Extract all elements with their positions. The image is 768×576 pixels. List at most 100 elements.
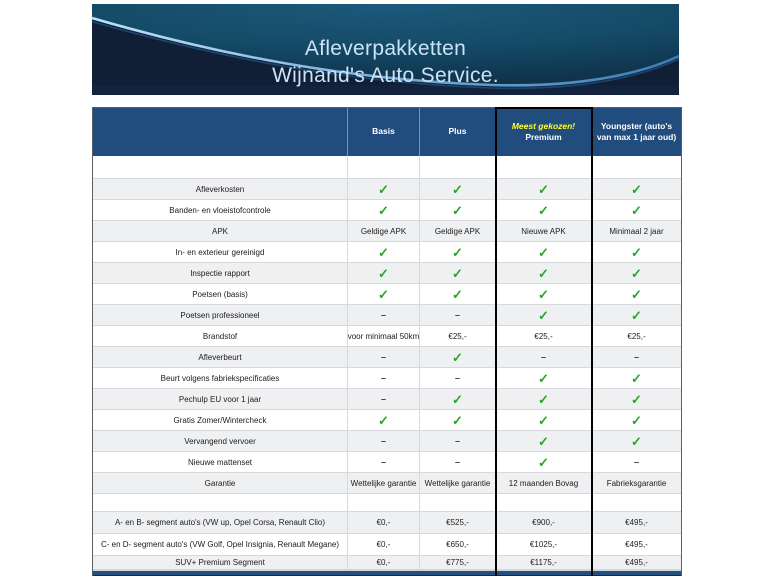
value-cell: ✓ <box>420 179 496 200</box>
feature-name-cell <box>93 494 348 512</box>
dash-icon: – <box>380 372 386 383</box>
value-cell: ✓ <box>496 431 592 452</box>
value-cell: ✓ <box>496 263 592 284</box>
feature-row: Garantie Wettelijke garantie Wettelijke ga… <box>93 473 681 494</box>
check-icon: ✓ <box>631 265 642 281</box>
feature-name-cell: Banden- en vloeistofcontrole <box>93 200 348 221</box>
premium-highlight-border-top <box>495 107 593 109</box>
value-cell: ✓ <box>592 263 681 284</box>
check-icon: ✓ <box>538 433 549 449</box>
value-cell: ✓ <box>496 368 592 389</box>
dash-icon: – <box>633 351 639 362</box>
feature-name-cell: In- en exterieur gereinigd <box>93 242 348 263</box>
column-header-feature <box>93 108 348 156</box>
value-cell: Geldige APK <box>348 221 420 242</box>
feature-name-cell: Gratis Zomer/Wintercheck <box>93 410 348 431</box>
value-cell: ✓ <box>592 284 681 305</box>
check-icon: ✓ <box>378 412 389 428</box>
value-cell <box>592 494 681 512</box>
value-cell: ✓ <box>496 200 592 221</box>
feature-row: Afleverkosten ✓ ✓ ✓ ✓ <box>93 179 681 200</box>
value-cell: 12 maanden Bovag <box>496 473 592 494</box>
check-icon: ✓ <box>631 412 642 428</box>
feature-name-cell <box>93 156 348 179</box>
value-cell: ✓ <box>592 305 681 326</box>
feature-row: Gratis Zomer/Wintercheck ✓ ✓ ✓ ✓ <box>93 410 681 431</box>
value-cell <box>348 494 420 512</box>
value-cell: ✓ <box>496 410 592 431</box>
check-icon: ✓ <box>452 202 463 218</box>
check-icon: ✓ <box>538 454 549 470</box>
value-cell: – <box>348 368 420 389</box>
value-cell: ✓ <box>496 242 592 263</box>
value-cell: Fabrieksgarantie <box>592 473 681 494</box>
check-icon: ✓ <box>452 349 463 365</box>
feature-name-cell: C- en D- segment auto's (VW Golf, Opel I… <box>93 534 348 556</box>
dash-icon: – <box>380 435 386 446</box>
check-icon: ✓ <box>452 412 463 428</box>
check-icon: ✓ <box>631 391 642 407</box>
value-cell: ✓ <box>348 263 420 284</box>
value-cell: €1025,- <box>496 534 592 556</box>
value-cell: – <box>592 347 681 368</box>
check-icon: ✓ <box>378 244 389 260</box>
value-cell: €900,- <box>496 512 592 534</box>
value-cell: ✓ <box>592 200 681 221</box>
check-icon: ✓ <box>538 244 549 260</box>
feature-name-cell: Nieuwe mattenset <box>93 452 348 473</box>
banner: Afleverpakketten Wijnand's Auto Service. <box>92 4 679 95</box>
value-cell: ✓ <box>592 368 681 389</box>
check-icon: ✓ <box>538 265 549 281</box>
value-cell: ✓ <box>420 263 496 284</box>
check-icon: ✓ <box>452 181 463 197</box>
feature-name-cell: Garantie <box>93 473 348 494</box>
value-cell: ✓ <box>496 305 592 326</box>
value-cell: ✓ <box>592 242 681 263</box>
value-cell: ✓ <box>420 242 496 263</box>
value-cell: ✓ <box>496 389 592 410</box>
check-icon: ✓ <box>538 286 549 302</box>
dash-icon: – <box>454 456 460 467</box>
check-icon: ✓ <box>631 181 642 197</box>
check-icon: ✓ <box>631 307 642 323</box>
value-cell: €495,- <box>592 534 681 556</box>
check-icon: ✓ <box>631 433 642 449</box>
value-cell <box>420 156 496 179</box>
value-cell <box>592 156 681 179</box>
value-cell <box>496 156 592 179</box>
value-cell: Minimaal 2 jaar <box>592 221 681 242</box>
feature-row: Banden- en vloeistofcontrole ✓ ✓ ✓ ✓ <box>93 200 681 221</box>
feature-name-cell: Vervangend vervoer <box>93 431 348 452</box>
feature-name-cell: Afleverbeurt <box>93 347 348 368</box>
banner-art <box>92 4 679 95</box>
table-body: Afleverkosten ✓ ✓ ✓ ✓ Banden- en vloeistofcon… <box>93 156 681 570</box>
check-icon: ✓ <box>452 244 463 260</box>
feature-name-cell: A- en B- segment auto's (VW up, Opel Cor… <box>93 512 348 534</box>
feature-row: Nieuwe mattenset – – ✓ – <box>93 452 681 473</box>
premium-highlight-border-right <box>591 107 593 576</box>
value-cell: ✓ <box>496 179 592 200</box>
feature-name-cell: Inspectie rapport <box>93 263 348 284</box>
value-cell: Wettelijke garantie <box>348 473 420 494</box>
value-cell: – <box>348 347 420 368</box>
feature-row: Poetsen (basis) ✓ ✓ ✓ ✓ <box>93 284 681 305</box>
check-icon: ✓ <box>631 202 642 218</box>
value-cell: – <box>496 347 592 368</box>
value-cell: – <box>348 389 420 410</box>
check-icon: ✓ <box>538 391 549 407</box>
dash-icon: – <box>380 456 386 467</box>
feature-name-cell: Poetsen (basis) <box>93 284 348 305</box>
value-cell <box>420 494 496 512</box>
value-cell: – <box>348 452 420 473</box>
value-cell: Nieuwe APK <box>496 221 592 242</box>
dash-icon: – <box>380 393 386 404</box>
value-cell: €0,- <box>348 534 420 556</box>
feature-row: In- en exterieur gereinigd ✓ ✓ ✓ ✓ <box>93 242 681 263</box>
feature-row: SUV+ Premium Segment €0,- €775,- €1175,- €49… <box>93 556 681 570</box>
dash-icon: – <box>454 435 460 446</box>
feature-row: Beurt volgens fabriekspecificaties – – ✓ ✓ <box>93 368 681 389</box>
feature-row: Inspectie rapport ✓ ✓ ✓ ✓ <box>93 263 681 284</box>
column-header-plus: Plus <box>420 108 496 156</box>
value-cell: voor minimaal 50km <box>348 326 420 347</box>
